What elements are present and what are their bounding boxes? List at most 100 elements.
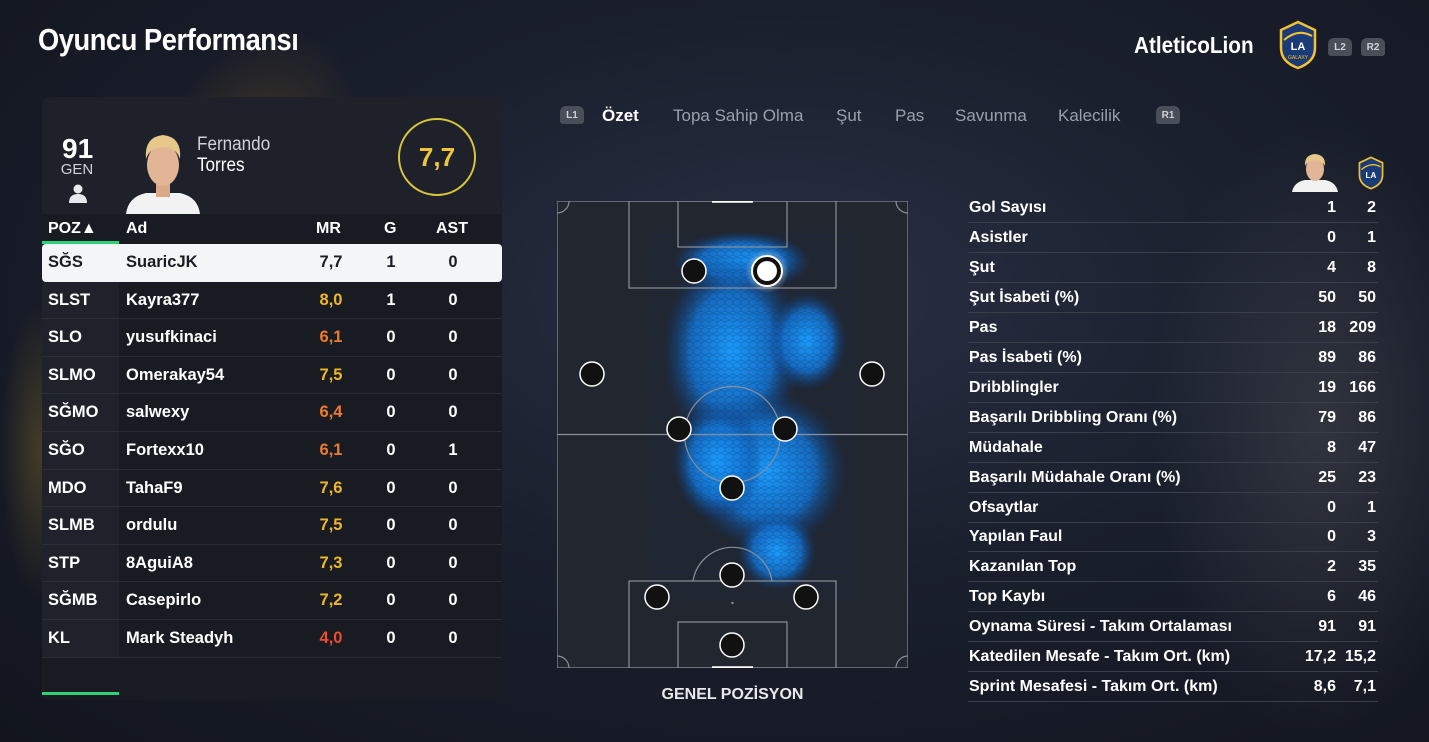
row-player-name: yusufkinaci bbox=[126, 328, 217, 347]
table-row[interactable]: KL Mark Steadyh 4,0 0 0 bbox=[42, 620, 502, 658]
row-match-rating: 7,2 bbox=[319, 591, 343, 610]
row-goals: 0 bbox=[386, 441, 396, 459]
table-row[interactable]: SLMB ordulu 7,5 0 0 bbox=[42, 507, 502, 545]
stat-player-value: 0 bbox=[1327, 528, 1336, 546]
stat-label: Şut İsabeti (%) bbox=[969, 288, 1080, 306]
stat-row: Ofsaytlar 0 1 bbox=[968, 493, 1378, 523]
column-header-poz[interactable]: POZ▲ bbox=[48, 220, 97, 237]
background-decoration bbox=[1150, 120, 1429, 740]
row-goals: 0 bbox=[386, 328, 396, 347]
table-row[interactable]: SĞS SuaricJK 7,7 1 0 bbox=[42, 244, 502, 282]
row-match-rating: 7,6 bbox=[319, 478, 343, 497]
column-header-ast[interactable]: AST bbox=[436, 220, 468, 237]
stat-team-value: 3 bbox=[1367, 528, 1376, 546]
stat-label: Gol Sayısı bbox=[969, 199, 1047, 216]
tab-5[interactable]: Kalecilik bbox=[1058, 106, 1121, 125]
poz-cell-bg bbox=[42, 469, 119, 507]
tab-3[interactable]: Pas bbox=[895, 106, 925, 125]
poz-cell-bg bbox=[42, 394, 119, 431]
column-header-mr[interactable]: MR bbox=[316, 220, 341, 237]
stat-player-value: 8,6 bbox=[1313, 678, 1336, 696]
stat-player-value: 17,2 bbox=[1304, 648, 1336, 666]
row-position: SĞS bbox=[48, 253, 83, 271]
team-crest-icon: LA bbox=[1358, 156, 1384, 190]
stat-player-value: 19 bbox=[1318, 378, 1336, 396]
stat-team-value: 86 bbox=[1358, 348, 1376, 366]
stat-player-value: 50 bbox=[1318, 288, 1336, 306]
row-match-rating: 4,0 bbox=[319, 629, 343, 647]
tab-1[interactable]: Topa Sahip Olma bbox=[673, 106, 804, 125]
row-position: SĞMO bbox=[48, 403, 99, 422]
table-row[interactable]: STP 8AguiA8 7,3 0 0 bbox=[42, 544, 502, 583]
stat-label: Kazanılan Top bbox=[969, 558, 1077, 576]
row-assists: 1 bbox=[448, 441, 458, 459]
l1-button[interactable]: L1 bbox=[560, 106, 584, 124]
tab-0[interactable]: Özet bbox=[602, 106, 639, 125]
row-goals: 0 bbox=[386, 516, 396, 535]
table-row[interactable]: SLO yusufkinaci 6,1 0 0 bbox=[42, 319, 502, 357]
row-player-name: Fortexx10 bbox=[126, 441, 204, 459]
row-player-name: 8AguiA8 bbox=[126, 553, 193, 572]
stat-row: Pas İsabeti (%) 89 86 bbox=[968, 343, 1378, 373]
table-row[interactable]: SLST Kayra377 8,0 1 0 bbox=[42, 281, 502, 320]
stat-team-value: 35 bbox=[1358, 558, 1376, 576]
table-row[interactable]: SĞMB Casepirlo 7,2 0 0 bbox=[42, 582, 502, 620]
column-header-ad[interactable]: Ad bbox=[126, 220, 148, 237]
row-position: SĞO bbox=[48, 441, 85, 459]
stat-player-value: 79 bbox=[1318, 408, 1336, 426]
row-player-name: Kayra377 bbox=[126, 290, 200, 309]
row-goals: 1 bbox=[386, 253, 396, 271]
row-assists: 0 bbox=[448, 478, 458, 497]
row-assists: 0 bbox=[448, 629, 458, 647]
stat-label: Katedilen Mesafe - Takım Ort. (km) bbox=[969, 648, 1231, 666]
table-row[interactable]: SĞO Fortexx10 6,1 0 1 bbox=[42, 432, 502, 470]
row-position: SLMO bbox=[48, 365, 96, 384]
stat-player-value: 18 bbox=[1318, 318, 1336, 336]
poz-cell-bg bbox=[42, 432, 119, 469]
stat-label: Dribblingler bbox=[969, 378, 1059, 396]
row-match-rating: 7,5 bbox=[319, 365, 343, 384]
stat-row: Başarılı Müdahale Oranı (%) 25 23 bbox=[968, 463, 1378, 493]
row-position: KL bbox=[48, 629, 70, 647]
stat-row: Kazanılan Top 2 35 bbox=[968, 552, 1378, 583]
heatmap bbox=[647, 231, 857, 601]
stat-label: Ofsaytlar bbox=[969, 498, 1039, 516]
table-row[interactable]: SLMO Omerakay54 7,5 0 0 bbox=[42, 356, 502, 395]
stat-label: Şut bbox=[969, 258, 995, 276]
tab-4[interactable]: Savunma bbox=[955, 106, 1027, 125]
row-assists: 0 bbox=[448, 365, 458, 384]
r1-button[interactable]: R1 bbox=[1156, 106, 1180, 124]
table-row[interactable]: SĞMO salwexy 6,4 0 0 bbox=[42, 394, 502, 432]
stat-player-value: 6 bbox=[1327, 588, 1336, 606]
row-match-rating: 6,1 bbox=[319, 441, 343, 459]
player-ratings-table: POZ▲ Ad MR G AST SĞS SuaricJK 7,7 1 0 SLST Kay… bbox=[42, 214, 502, 700]
tab-2[interactable]: Şut bbox=[836, 106, 862, 125]
row-assists: 0 bbox=[448, 253, 458, 271]
poz-cell-bg bbox=[42, 281, 119, 319]
page-title: Oyuncu Performansı bbox=[38, 22, 299, 57]
sort-indicator bbox=[42, 241, 119, 244]
scroll-indicator bbox=[42, 692, 119, 695]
stat-row: Asistler 0 1 bbox=[968, 223, 1378, 253]
stat-label: Asistler bbox=[969, 228, 1028, 246]
row-goals: 0 bbox=[386, 365, 396, 384]
stat-row: Yapılan Faul 0 3 bbox=[968, 522, 1378, 553]
la-galaxy-crest-icon: LA GALAXY bbox=[1279, 20, 1317, 70]
stat-label: Sprint Mesafesi - Takım Ort. (km) bbox=[969, 678, 1218, 696]
player-card: 91 GEN Fernando Torres 7,7 bbox=[42, 97, 502, 214]
svg-text:LA: LA bbox=[1366, 171, 1377, 180]
row-position: SLO bbox=[48, 328, 82, 347]
stat-team-value: 166 bbox=[1349, 378, 1376, 396]
player-overall-label: GEN bbox=[60, 161, 94, 178]
r2-button[interactable]: R2 bbox=[1361, 38, 1385, 56]
stat-row: Pas 18 209 bbox=[968, 313, 1378, 343]
row-goals: 0 bbox=[386, 629, 396, 647]
stat-team-value: 2 bbox=[1367, 199, 1376, 216]
row-position: SLST bbox=[48, 290, 91, 309]
stat-player-value: 4 bbox=[1327, 258, 1336, 276]
row-assists: 0 bbox=[448, 591, 458, 610]
table-row[interactable]: MDO TahaF9 7,6 0 0 bbox=[42, 469, 502, 508]
club-name: AtleticoLion bbox=[1134, 32, 1254, 58]
column-header-g[interactable]: G bbox=[384, 220, 397, 237]
l2-button[interactable]: L2 bbox=[1328, 38, 1352, 56]
